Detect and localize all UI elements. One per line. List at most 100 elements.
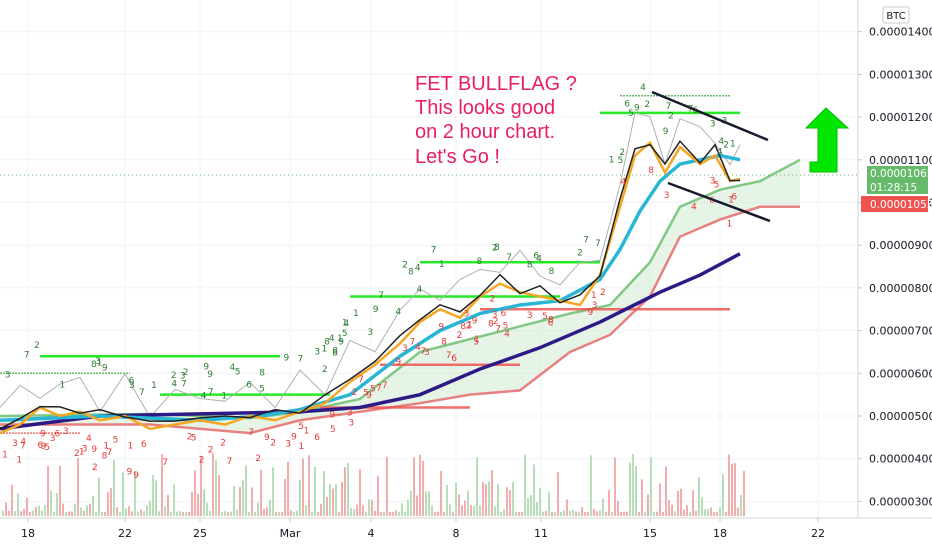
volume-bar: [656, 511, 658, 516]
td-sell-count: 2: [270, 439, 276, 449]
volume-bar: [101, 511, 103, 516]
volume-bar: [197, 494, 199, 516]
volume-bar: [680, 488, 682, 516]
up-arrow-icon[interactable]: [804, 107, 850, 173]
td-buy-count: 4: [718, 137, 724, 147]
volume-bar: [722, 473, 724, 516]
volume-bar: [110, 488, 112, 516]
volume-bar: [56, 493, 58, 516]
volume-bar: [212, 453, 214, 516]
volume-bar: [158, 511, 160, 516]
td-buy-count: 8: [332, 347, 338, 357]
volume-bar: [509, 490, 511, 516]
price-line: [0, 139, 741, 430]
td-sell-count: 1: [304, 427, 310, 437]
td-buy-count: 5: [342, 329, 348, 339]
volume-bar: [527, 497, 529, 516]
td-buy-count: 6: [624, 99, 630, 109]
td-buy-count: 2: [619, 148, 625, 158]
td-sell-count: 5: [330, 425, 336, 435]
volume-bar: [686, 504, 688, 516]
volume-bar: [521, 511, 523, 516]
volume-bar: [305, 505, 307, 516]
volume-bar: [599, 510, 601, 516]
volume-bar: [626, 511, 628, 516]
ema-orange-line: [0, 140, 741, 435]
td-sell-count: 8: [648, 166, 654, 176]
td-buy-count: 5: [628, 109, 634, 119]
td-buy-count: 9: [663, 127, 669, 137]
td-buy-count: 4: [171, 380, 177, 390]
price-scale[interactable]: [858, 0, 932, 518]
price-tick-label: 0.00001300: [869, 68, 932, 81]
volume-bar: [80, 507, 82, 516]
volume-bar: [563, 510, 565, 516]
volume-bar: [629, 462, 631, 516]
td-sell-count: 9: [395, 358, 401, 368]
volume-bar: [284, 478, 286, 516]
td-buy-count: 4: [415, 263, 421, 273]
volume-bar: [227, 511, 229, 516]
volume-bar: [287, 461, 289, 516]
volume-bar: [89, 503, 91, 516]
volume-bar: [134, 470, 136, 516]
time-scale[interactable]: [0, 518, 858, 550]
td-buy-count: 1: [221, 391, 227, 401]
td-sell-count: 5: [191, 434, 197, 444]
td-sell-count: 6: [501, 309, 507, 319]
volume-bars: [2, 453, 745, 516]
td-buy-count: 5: [617, 156, 623, 166]
price-tick-label: 0.00001200: [869, 111, 932, 124]
volume-bar: [20, 511, 22, 516]
volume-bar: [71, 511, 73, 516]
volume-bar: [707, 508, 709, 516]
volume-bar: [29, 511, 31, 516]
volume-bar: [182, 511, 184, 516]
volume-bar: [155, 480, 157, 516]
td-sell-count: 5: [113, 435, 119, 445]
volume-bar: [122, 472, 124, 516]
td-buy-count: 7: [297, 354, 303, 364]
volume-bar: [167, 494, 169, 516]
volume-bar: [317, 511, 319, 516]
plot-area[interactable]: [0, 0, 858, 518]
price-tick-label: 0.00000600: [869, 367, 932, 380]
volume-bar: [539, 488, 541, 516]
annotation-line-2: This looks good: [415, 97, 555, 119]
countdown-timer: 01:28:15: [870, 182, 917, 194]
time-tick-label: 18: [713, 527, 727, 540]
td-buy-count: 1: [321, 344, 327, 354]
volume-bar: [545, 510, 547, 516]
volume-bar: [614, 457, 616, 516]
td-sell-count: 9: [40, 429, 46, 439]
volume-bar: [497, 483, 499, 516]
volume-bar: [221, 511, 223, 516]
annotation-line-4: Let's Go !: [415, 146, 500, 168]
volume-bar: [572, 510, 574, 516]
td-buy-count: 4: [717, 147, 723, 157]
grid: [0, 0, 858, 518]
volume-bar: [695, 510, 697, 516]
volume-bar: [443, 511, 445, 516]
td-sell-count: 9: [587, 308, 593, 318]
volume-bar: [98, 477, 100, 516]
td-buy-count: 7: [378, 291, 384, 301]
volume-bar: [47, 465, 49, 516]
volume-bar: [464, 500, 466, 516]
volume-bar: [239, 487, 241, 516]
td-sell-count: 7: [20, 442, 26, 452]
flag-lower-line[interactable]: [667, 181, 771, 223]
td-sell-count: 4: [20, 437, 26, 447]
time-tick-label: 11: [534, 527, 548, 540]
td-buy-count: 7: [583, 236, 589, 246]
td-buy-count: 2: [668, 111, 674, 121]
flag-upper-line[interactable]: [651, 90, 769, 142]
td-buy-count: 4: [640, 83, 646, 93]
secondary-price-value: 0.00001053: [870, 199, 932, 211]
td-sell-count: 3: [50, 434, 56, 444]
time-tick-label: 18: [21, 527, 35, 540]
volume-bar: [164, 506, 166, 516]
volume-bar: [371, 499, 373, 516]
td-sell-count: 5: [44, 443, 50, 453]
